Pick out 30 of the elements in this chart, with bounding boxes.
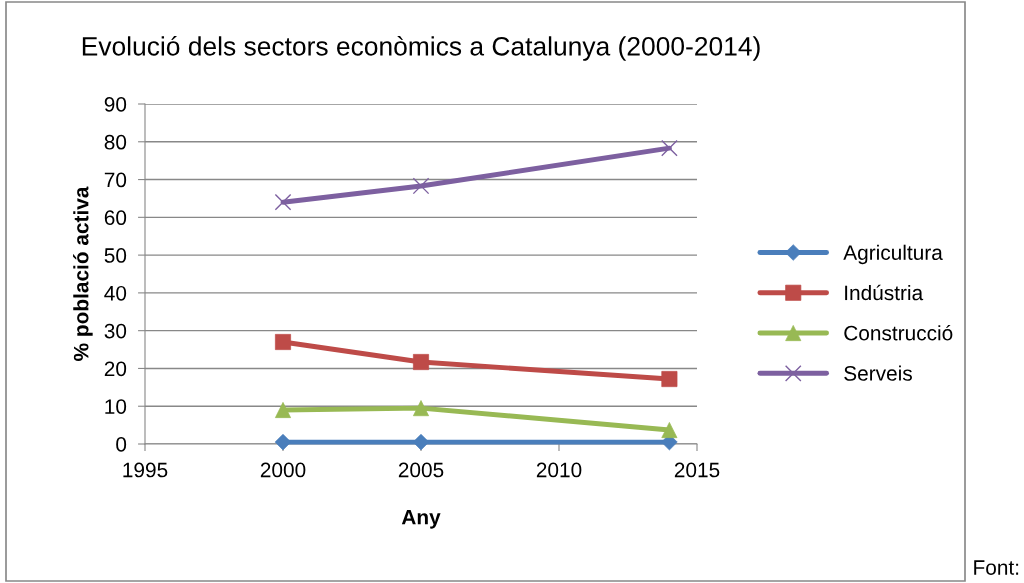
chart-title: Evolució dels sectors econòmics a Catalunya (2000-2014): [82, 35, 760, 61]
point: [412, 177, 430, 195]
y-tick-label: 20: [104, 361, 127, 377]
x-tick-label: 2015: [674, 462, 720, 478]
x-tick-label: 2010: [536, 462, 582, 478]
point: [661, 139, 678, 157]
x-axis-title: Any: [401, 510, 441, 529]
legend-label: Indústria: [845, 284, 924, 301]
x-tick-label: 2005: [398, 462, 444, 478]
x-tick-label: 1995: [123, 462, 168, 478]
legend-label: Construcció: [844, 324, 953, 341]
y-tick-label: 60: [104, 210, 127, 226]
y-tick-label: 10: [105, 399, 127, 414]
y-axis-title: % població activa: [73, 186, 93, 361]
y-tick-label: 50: [104, 248, 127, 263]
y-tick-label: 30: [104, 323, 127, 339]
y-tick-label: 90: [104, 97, 127, 112]
point: [413, 354, 429, 371]
y-tick-label: 40: [104, 285, 127, 301]
point: [275, 402, 291, 418]
point: [274, 193, 292, 211]
y-tick-label: 80: [104, 134, 127, 150]
x-tick-label: 2000: [260, 462, 306, 478]
point: [661, 371, 678, 388]
text: Font:: [974, 560, 1019, 575]
point: [413, 400, 429, 417]
legend-label: Agricultura: [843, 244, 943, 265]
y-tick-label: 70: [104, 172, 127, 188]
legend-label: Serveis: [844, 365, 912, 381]
y-tick-label: 0: [116, 437, 127, 452]
